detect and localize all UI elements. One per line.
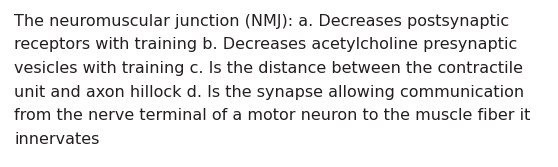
Text: from the nerve terminal of a motor neuron to the muscle fiber it: from the nerve terminal of a motor neuro… xyxy=(14,108,530,123)
Text: vesicles with training c. Is the distance between the contractile: vesicles with training c. Is the distanc… xyxy=(14,61,523,76)
Text: The neuromuscular junction (NMJ): a. Decreases postsynaptic: The neuromuscular junction (NMJ): a. Dec… xyxy=(14,14,509,29)
Text: unit and axon hillock d. Is the synapse allowing communication: unit and axon hillock d. Is the synapse … xyxy=(14,85,524,100)
Text: innervates: innervates xyxy=(14,131,99,146)
Text: receptors with training b. Decreases acetylcholine presynaptic: receptors with training b. Decreases ace… xyxy=(14,38,517,52)
